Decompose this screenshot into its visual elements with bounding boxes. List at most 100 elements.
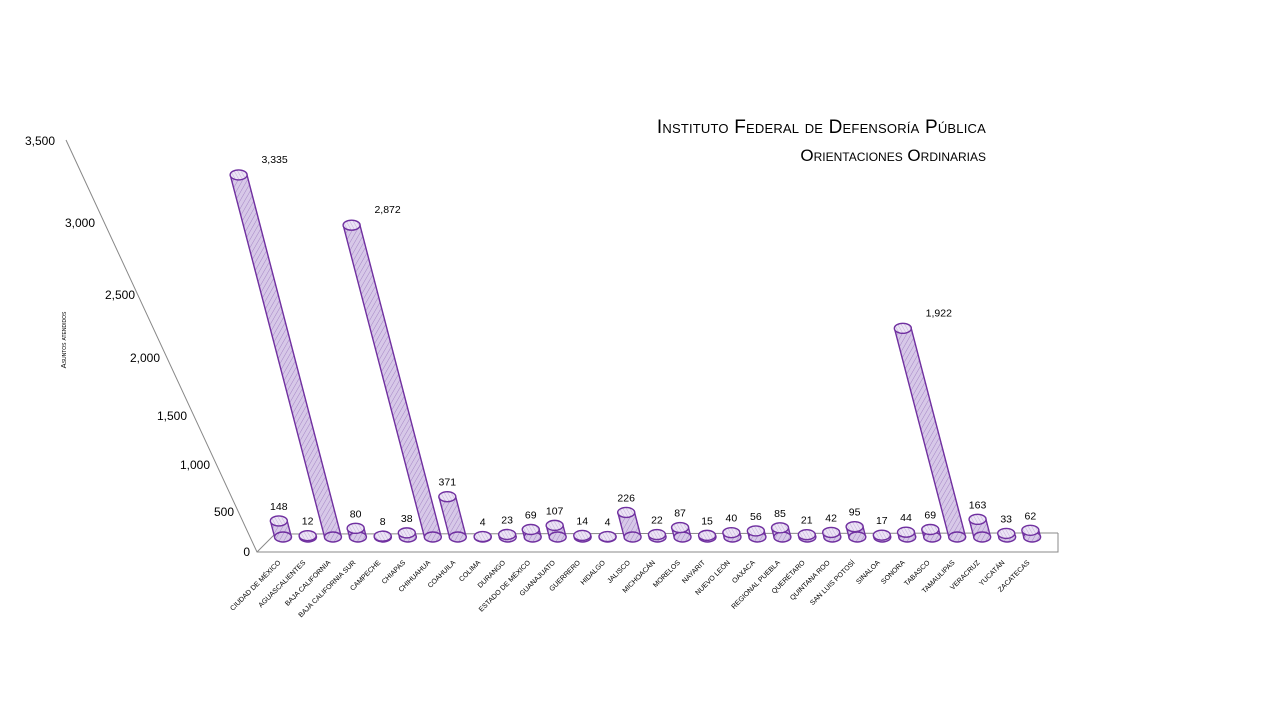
bar-base <box>548 531 567 543</box>
bar-top <box>921 523 940 536</box>
bar-12 <box>573 529 592 543</box>
bar-base <box>623 531 642 543</box>
category-label: HIDALGO <box>580 559 608 587</box>
bar-body <box>893 326 967 540</box>
bar-base <box>448 531 467 543</box>
bar-4 <box>373 530 393 543</box>
bar-top <box>697 529 717 542</box>
y-tick-label: 2,000 <box>130 351 160 365</box>
bar-base <box>323 531 343 543</box>
bar-top <box>722 526 741 539</box>
bar-17 <box>697 529 717 543</box>
y-tick-label: 2,500 <box>105 288 135 302</box>
bar-23 <box>845 520 867 543</box>
axis-line <box>65 139 1059 553</box>
y-tick-label: 3,000 <box>65 216 95 230</box>
bar-0 <box>269 515 293 543</box>
bar-top <box>497 528 517 541</box>
chart-title-line1: Instituto Federal de Defensoría Pública <box>656 117 986 138</box>
value-label: 87 <box>674 508 686 520</box>
value-label: 62 <box>1025 510 1037 522</box>
bar-base <box>947 531 967 543</box>
bar-top <box>1021 524 1040 536</box>
value-label: 56 <box>750 511 762 523</box>
value-label: 12 <box>302 516 314 528</box>
bar-top <box>647 528 667 541</box>
bar-18 <box>722 526 742 543</box>
bar-25 <box>896 526 917 543</box>
value-label: 17 <box>876 515 888 527</box>
bar-top <box>598 530 617 543</box>
bar-top <box>438 491 457 503</box>
bar-16 <box>670 521 692 543</box>
y-tick-label: 1,000 <box>180 458 210 472</box>
bar-top <box>298 529 317 542</box>
bar-28 <box>968 513 992 543</box>
value-label: 21 <box>801 515 813 527</box>
value-label: 163 <box>969 499 987 511</box>
bar-13 <box>598 530 617 543</box>
category-label: JALISCO <box>606 559 632 585</box>
bar-base <box>773 531 792 543</box>
bar-top <box>996 527 1016 540</box>
bar-1 <box>298 529 318 543</box>
bar-10 <box>521 523 542 543</box>
bar-top <box>845 520 864 533</box>
category-label: BAJA CALIFORNIA <box>284 559 332 607</box>
category-label: MORELOS <box>652 559 682 589</box>
value-label: 14 <box>576 515 588 527</box>
bar-top <box>473 530 492 543</box>
bar-8 <box>473 530 492 543</box>
y-axis-ticks: 0 500 1,000 1,500 2,000 2,500 3,000 3,500 <box>25 134 250 559</box>
y-tick-label: 1,500 <box>157 409 187 423</box>
bar-14 <box>616 506 642 543</box>
bar-top <box>545 519 564 532</box>
floor-edge-back <box>274 532 1059 535</box>
bar-top <box>342 219 361 231</box>
floor-edge-left <box>256 533 276 553</box>
bar-top <box>373 530 392 542</box>
bar-body <box>229 172 342 540</box>
bar-series <box>229 169 1042 543</box>
category-label: CHIAPAS <box>381 559 408 586</box>
bar-27 <box>893 322 967 543</box>
bar-base <box>673 531 692 543</box>
bar-26 <box>921 523 942 543</box>
bar-9 <box>497 528 517 543</box>
value-label: 15 <box>701 515 713 527</box>
value-label: 23 <box>501 515 513 527</box>
value-label: 226 <box>617 492 635 504</box>
bar-11 <box>545 519 567 543</box>
y-axis-label: Asuntos atendidos <box>59 311 68 368</box>
category-label: SAN LUIS POTOSÍ <box>808 558 857 607</box>
value-label: 95 <box>849 507 861 519</box>
bar-top <box>229 169 248 181</box>
value-label: 44 <box>900 512 912 524</box>
y-tick-label: 3,500 <box>25 134 55 148</box>
bar-top <box>893 322 913 335</box>
value-label: 38 <box>401 513 413 525</box>
bar-29 <box>996 527 1017 543</box>
bar-5 <box>397 527 418 543</box>
value-label: 4 <box>605 517 611 529</box>
category-label: NAYARIT <box>681 559 707 585</box>
bar-top <box>269 515 289 527</box>
category-label: AGUASCALIENTES <box>258 559 308 609</box>
chart-title: Instituto Federal de Defensoría Pública … <box>657 114 986 170</box>
bar-base <box>848 531 867 543</box>
value-label: 22 <box>651 515 663 527</box>
value-labels: 148 12 3,335 80 8 38 2,872 371 4 23 69 107 14 4 226 22 8… <box>261 154 1036 529</box>
value-label: 85 <box>774 508 786 520</box>
value-label: 33 <box>1000 513 1012 525</box>
bar-top <box>346 522 365 535</box>
bar-top <box>821 526 841 539</box>
bar-top <box>770 522 790 534</box>
bar-top <box>968 513 987 526</box>
category-label: OAXACA <box>731 559 757 585</box>
bar-base <box>423 531 443 543</box>
bar-top <box>872 529 891 541</box>
bar-24 <box>872 529 892 543</box>
category-label: REGIONAL PUEBLA <box>731 559 782 610</box>
